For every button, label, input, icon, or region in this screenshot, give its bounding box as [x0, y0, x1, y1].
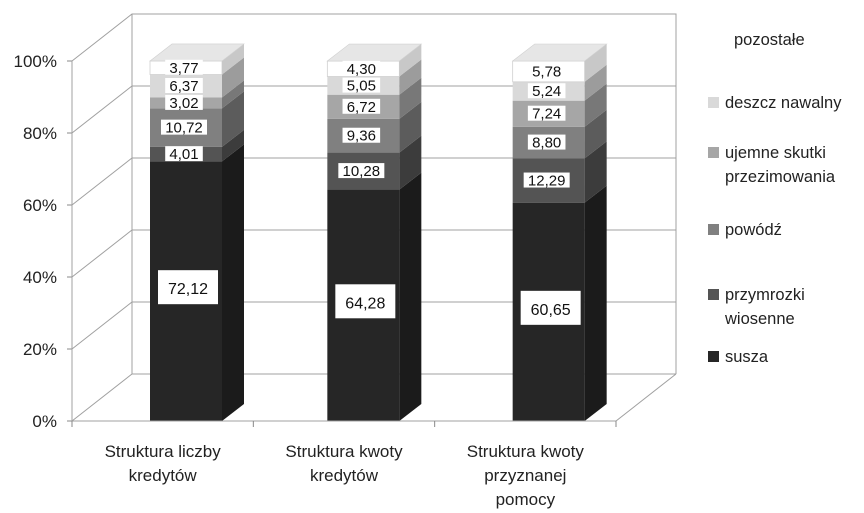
x-category-label-0: Struktura liczby [105, 442, 222, 461]
data-label-ujemne-skutki-przezimowania-0: 3,02 [169, 95, 198, 112]
x-category-label-1: kredytów [310, 466, 379, 485]
chart-grid [71, 13, 677, 422]
data-label-bg-2-3 [527, 105, 566, 121]
bar-side-deszcz-nawalny-1 [399, 59, 422, 95]
legend-swatch-powódź [708, 224, 719, 235]
bar-top-2 [511, 43, 608, 62]
legend-label-pozostałe: pozostałe [734, 31, 805, 49]
y-tick-label: 80% [23, 124, 57, 143]
x-category-label-1: Struktura kwoty [285, 442, 403, 461]
data-label-bg-1-2 [342, 127, 381, 143]
legend-label-przymrozki-wiosenne: wiosenne [724, 310, 795, 328]
y-tick-label: 40% [23, 268, 57, 287]
data-label-pozostałe-0: 3,77 [169, 60, 198, 77]
data-label-bg-1-3 [342, 98, 381, 114]
data-label-przymrozki-wiosenne-2: 12,29 [528, 173, 566, 190]
bar-side-pozostałe-2 [584, 44, 607, 82]
bar-side-susza-0 [222, 144, 244, 422]
data-label-deszcz-nawalny-2: 5,24 [532, 83, 561, 100]
chart-axes: 0% 20% 40% 60% 80% 100% Struktura liczby kredyt… [14, 52, 677, 509]
bar-side-powódź-1 [399, 101, 422, 153]
bar-side-deszcz-nawalny-2 [584, 64, 607, 101]
data-label-bg-1-5 [342, 60, 381, 76]
data-label-susza-2: 60,65 [531, 302, 571, 319]
bar-side-powódź-0 [222, 91, 244, 147]
bar-side-susza-2 [584, 185, 607, 421]
data-label-przymrozki-wiosenne-0: 4,01 [169, 146, 198, 163]
legend-label-deszcz-nawalny: deszcz nawalny [725, 94, 842, 112]
data-label-bg-2-1 [523, 172, 570, 188]
y-tick-label: 0% [32, 412, 57, 431]
data-label-box-0 [158, 270, 218, 305]
bar-side-pozostałe-1 [399, 44, 422, 77]
bar-side-ujemne-skutki-przezimowania-2 [584, 83, 607, 127]
bar-side-przymrozki-wiosenne-0 [222, 129, 244, 162]
legend-swatch-susza [708, 351, 719, 362]
data-label-bg-0-2 [161, 119, 207, 135]
bar-side-pozostałe-0 [222, 43, 244, 75]
legend-swatch-ujemne-skutki-przezimowania [708, 147, 719, 158]
data-label-bg-0-4 [165, 78, 203, 94]
data-label-bg-1-4 [342, 77, 381, 93]
data-label-bg-2-4 [527, 83, 566, 99]
data-label-deszcz-nawalny-0: 6,37 [169, 78, 198, 95]
data-label-pozostałe-1: 4,30 [347, 61, 376, 78]
bar-side-ujemne-skutki-przezimowania-1 [399, 77, 422, 119]
chart-bars [149, 43, 608, 422]
legend-swatch-przymrozki-wiosenne [708, 289, 719, 300]
data-label-bg-2-2 [527, 134, 566, 150]
x-category-label-2: pomocy [496, 490, 556, 509]
legend-swatch-deszcz-nawalny [708, 97, 719, 108]
bar-side-ujemne-skutki-przezimowania-0 [222, 80, 244, 109]
data-label-powódź-1: 9,36 [347, 128, 376, 145]
bar-side-deszcz-nawalny-0 [222, 57, 244, 98]
data-label-powódź-0: 10,72 [165, 120, 203, 137]
bar-side-przymrozki-wiosenne-1 [399, 135, 422, 190]
data-label-bg-2-5 [527, 63, 566, 79]
data-label-bg-0-5 [165, 59, 203, 75]
data-label-bg-0-1 [165, 146, 203, 162]
x-category-label-0: kredytów [129, 466, 198, 485]
bar-side-susza-1 [399, 172, 422, 421]
chart-data-labels: 72,12 4,01 10,72 3,026,373,77 64,28 10,28 9,36… [158, 59, 581, 325]
x-category-label-2: Struktura kwoty [467, 442, 585, 461]
legend-label-przymrozki-wiosenne: przymrozki [725, 286, 805, 304]
data-label-ujemne-skutki-przezimowania-1: 6,72 [347, 99, 376, 116]
x-category-label-2: przyznanej [484, 466, 566, 485]
data-label-deszcz-nawalny-1: 5,05 [347, 78, 376, 95]
legend-label-powódź: powódź [725, 221, 782, 239]
legend-label-susza: susza [725, 348, 769, 366]
data-label-box-1 [335, 284, 396, 319]
data-label-susza-1: 64,28 [345, 295, 385, 312]
data-label-ujemne-skutki-przezimowania-2: 7,24 [532, 106, 561, 123]
data-label-bg-0-3 [165, 94, 203, 110]
data-label-przymrozki-wiosenne-1: 10,28 [343, 163, 381, 180]
bar-side-przymrozki-wiosenne-2 [584, 141, 607, 203]
data-label-pozostałe-2: 5,78 [532, 63, 561, 80]
data-label-susza-0: 72,12 [168, 281, 208, 298]
y-tick-label: 60% [23, 196, 57, 215]
legend-label-ujemne-skutki-przezimowania: ujemne skutki [725, 144, 826, 162]
data-label-powódź-2: 8,80 [532, 135, 561, 152]
data-label-box-2 [520, 290, 581, 325]
chart-legend: pozostałe deszcz nawalny ujemne skutki prze… [708, 31, 842, 366]
y-tick-label: 100% [14, 52, 57, 71]
bar-side-powódź-2 [584, 109, 607, 159]
y-tick-label: 20% [23, 340, 57, 359]
data-label-bg-1-1 [338, 163, 385, 179]
legend-label-ujemne-skutki-przezimowania: przezimowania [725, 168, 836, 186]
